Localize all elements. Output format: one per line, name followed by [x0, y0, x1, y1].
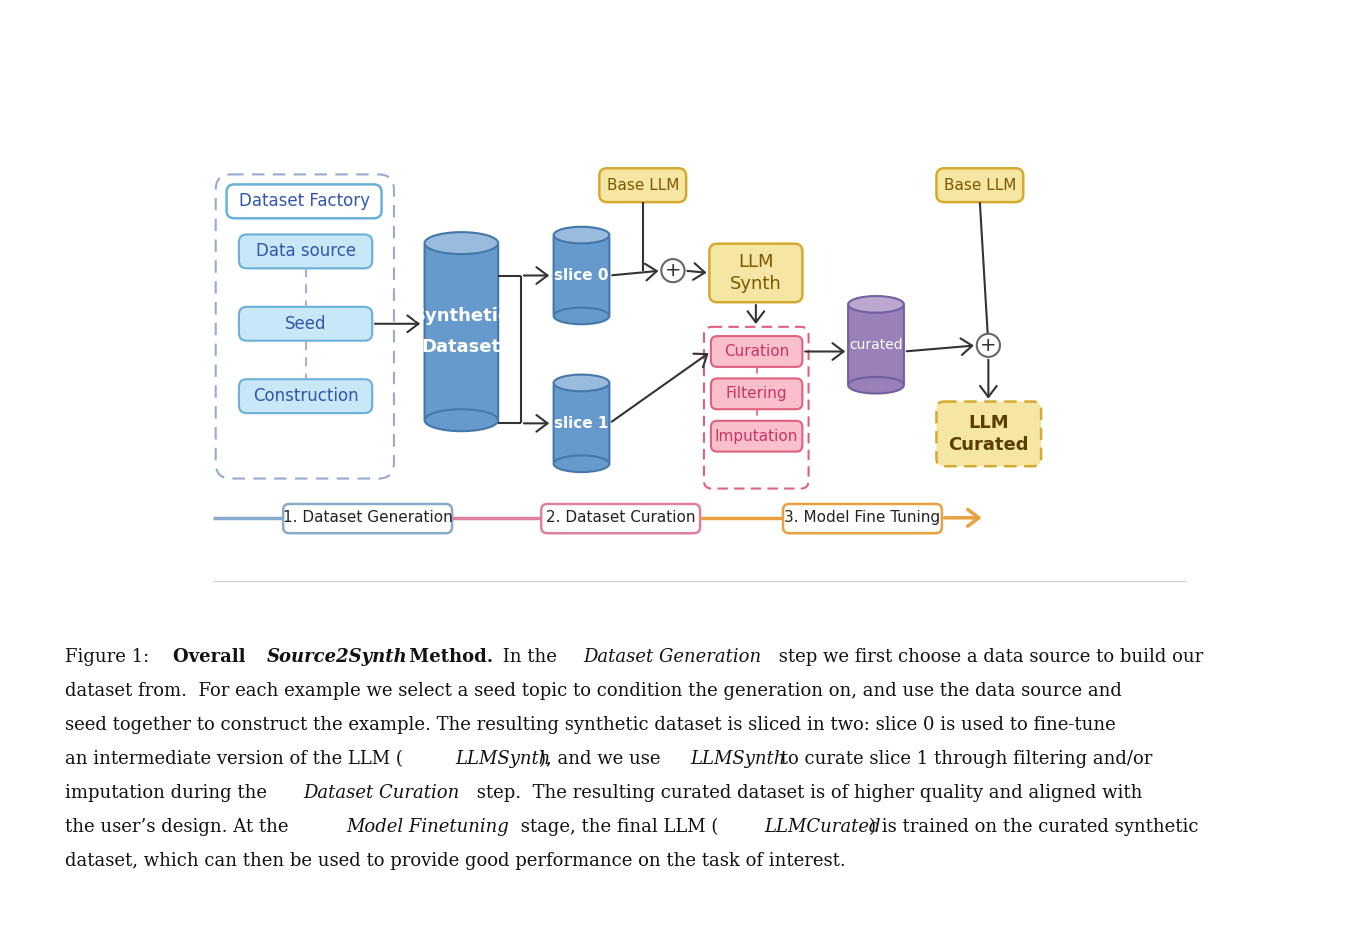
- Text: stage, the final LLM (: stage, the final LLM (: [515, 818, 719, 837]
- Text: Dataset: Dataset: [422, 338, 501, 356]
- Text: an intermediate version of the LLM (: an intermediate version of the LLM (: [66, 750, 403, 768]
- FancyBboxPatch shape: [553, 235, 609, 316]
- Ellipse shape: [425, 409, 499, 431]
- Text: +: +: [665, 261, 682, 280]
- Text: Construction: Construction: [253, 387, 358, 405]
- Text: Overall: Overall: [173, 648, 253, 666]
- Text: Base LLM: Base LLM: [944, 178, 1016, 193]
- Text: In the: In the: [497, 648, 563, 666]
- Text: Dataset Generation: Dataset Generation: [583, 648, 761, 666]
- Text: Curation: Curation: [724, 344, 790, 359]
- FancyBboxPatch shape: [937, 168, 1023, 202]
- Text: ) is trained on the curated synthetic: ) is trained on the curated synthetic: [869, 818, 1198, 837]
- Text: LLM
Synth: LLM Synth: [729, 253, 781, 293]
- FancyBboxPatch shape: [710, 337, 802, 367]
- FancyBboxPatch shape: [541, 504, 701, 533]
- Text: Filtering: Filtering: [725, 386, 787, 401]
- Text: LLMCurated: LLMCurated: [764, 818, 881, 836]
- Text: ), and we use: ), and we use: [540, 750, 667, 768]
- Text: LLM
Curated: LLM Curated: [948, 414, 1029, 454]
- Text: Model Finetuning: Model Finetuning: [347, 818, 510, 836]
- Text: Dataset Factory: Dataset Factory: [239, 193, 370, 211]
- FancyBboxPatch shape: [709, 243, 802, 303]
- Text: 3. Model Fine Tuning: 3. Model Fine Tuning: [784, 510, 941, 525]
- Text: +: +: [981, 336, 997, 354]
- Text: Method.: Method.: [403, 648, 493, 666]
- Ellipse shape: [425, 232, 499, 254]
- Text: to curate slice 1 through filtering and/or: to curate slice 1 through filtering and/…: [775, 750, 1152, 768]
- Text: slice 0: slice 0: [555, 268, 609, 283]
- Text: imputation during the: imputation during the: [66, 784, 273, 802]
- FancyBboxPatch shape: [553, 383, 609, 463]
- Text: Source2Synth: Source2Synth: [266, 648, 407, 666]
- FancyBboxPatch shape: [216, 175, 393, 478]
- Text: slice 1: slice 1: [555, 415, 609, 431]
- Text: seed together to construct the example. The resulting synthetic dataset is slice: seed together to construct the example. …: [66, 716, 1116, 734]
- FancyBboxPatch shape: [848, 305, 904, 385]
- Ellipse shape: [553, 456, 609, 472]
- FancyBboxPatch shape: [937, 401, 1041, 466]
- Text: Figure 1:: Figure 1:: [66, 648, 154, 666]
- Text: LLMSynth: LLMSynth: [455, 750, 550, 768]
- Text: dataset from.  For each example we select a seed topic to condition the generati: dataset from. For each example we select…: [66, 682, 1121, 700]
- FancyBboxPatch shape: [783, 504, 943, 533]
- Text: Base LLM: Base LLM: [607, 178, 679, 193]
- Text: 1. Dataset Generation: 1. Dataset Generation: [283, 510, 452, 525]
- FancyBboxPatch shape: [239, 234, 373, 268]
- Ellipse shape: [848, 377, 904, 394]
- Text: 2. Dataset Curation: 2. Dataset Curation: [546, 510, 695, 525]
- FancyBboxPatch shape: [425, 243, 499, 420]
- Ellipse shape: [553, 227, 609, 243]
- FancyBboxPatch shape: [239, 379, 373, 413]
- Circle shape: [977, 334, 1000, 357]
- Text: Synthetic: Synthetic: [413, 307, 510, 325]
- Text: Seed: Seed: [285, 315, 326, 333]
- Ellipse shape: [553, 307, 609, 324]
- FancyBboxPatch shape: [239, 306, 373, 340]
- Text: the user’s design. At the: the user’s design. At the: [66, 818, 294, 836]
- FancyBboxPatch shape: [710, 421, 802, 451]
- FancyBboxPatch shape: [227, 184, 381, 218]
- Ellipse shape: [848, 296, 904, 313]
- Text: Dataset Curation: Dataset Curation: [303, 784, 459, 802]
- Ellipse shape: [553, 375, 609, 391]
- Text: curated: curated: [850, 337, 903, 352]
- Text: step we first choose a data source to build our: step we first choose a data source to bu…: [773, 648, 1203, 666]
- FancyBboxPatch shape: [600, 168, 686, 202]
- Circle shape: [661, 259, 684, 282]
- Text: Imputation: Imputation: [714, 429, 798, 444]
- Text: Data source: Data source: [255, 243, 355, 260]
- Text: dataset, which can then be used to provide good performance on the task of inter: dataset, which can then be used to provi…: [66, 852, 846, 870]
- FancyBboxPatch shape: [703, 327, 809, 489]
- Text: step.  The resulting curated dataset is of higher quality and aligned with: step. The resulting curated dataset is o…: [471, 784, 1143, 802]
- FancyBboxPatch shape: [283, 504, 452, 533]
- Text: LLMSynth: LLMSynth: [691, 750, 785, 768]
- FancyBboxPatch shape: [710, 379, 802, 409]
